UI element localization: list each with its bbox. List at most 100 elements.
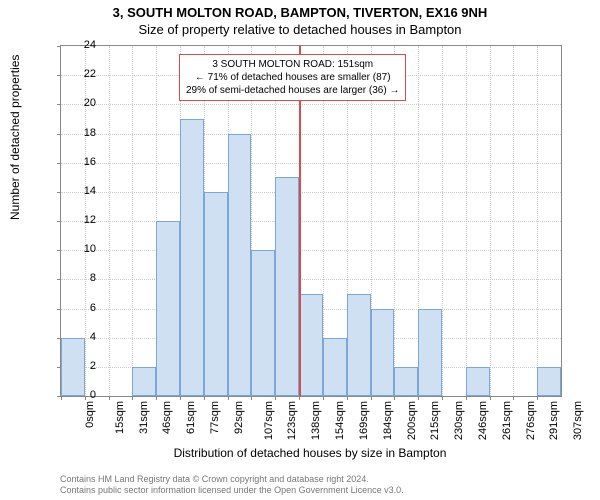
histogram-bar	[156, 221, 180, 396]
x-tick-label: 276sqm	[525, 401, 537, 440]
y-tick-label: 8	[90, 272, 96, 284]
x-tick-label: 138sqm	[310, 401, 322, 440]
histogram-bar	[204, 192, 228, 396]
x-tick-mark	[394, 396, 395, 400]
x-tick-mark	[132, 396, 133, 400]
y-tick-mark	[57, 75, 61, 76]
x-tick-mark	[537, 396, 538, 400]
y-tick-mark	[57, 134, 61, 135]
y-tick-label: 12	[84, 214, 96, 226]
chart-title-line2: Size of property relative to detached ho…	[0, 20, 600, 37]
y-tick-label: 18	[84, 127, 96, 139]
histogram-bar	[323, 338, 347, 396]
y-tick-mark	[57, 309, 61, 310]
histogram-bar	[394, 367, 418, 396]
histogram-bar	[251, 250, 275, 396]
x-tick-label: 46sqm	[161, 401, 173, 434]
x-tick-mark	[61, 396, 62, 400]
histogram-bar	[347, 294, 371, 396]
gridline-h	[61, 250, 561, 251]
x-tick-label: 246sqm	[477, 401, 489, 440]
footer-line-2: Contains public sector information licen…	[60, 485, 560, 496]
y-tick-mark	[57, 104, 61, 105]
x-tick-label: 92sqm	[233, 401, 245, 434]
x-tick-label: 123sqm	[287, 401, 299, 440]
x-tick-label: 15sqm	[114, 401, 126, 434]
gridline-h	[61, 221, 561, 222]
gridline-v	[132, 46, 133, 396]
gridline-v	[513, 46, 514, 396]
x-tick-mark	[371, 396, 372, 400]
y-tick-label: 0	[90, 389, 96, 401]
x-tick-label: 261sqm	[501, 401, 513, 440]
annotation-line-2: ← 71% of detached houses are smaller (87…	[186, 71, 399, 84]
x-tick-mark	[323, 396, 324, 400]
histogram-bar	[299, 294, 323, 396]
gridline-v	[490, 46, 491, 396]
x-axis-label: Distribution of detached houses by size …	[60, 446, 560, 460]
x-tick-mark	[85, 396, 86, 400]
x-tick-label: 184sqm	[382, 401, 394, 440]
y-tick-mark	[57, 250, 61, 251]
x-tick-mark	[490, 396, 491, 400]
chart-container: 3, SOUTH MOLTON ROAD, BAMPTON, TIVERTON,…	[0, 0, 600, 500]
x-tick-label: 0sqm	[84, 401, 96, 428]
gridline-h	[61, 163, 561, 164]
x-tick-label: 230sqm	[453, 401, 465, 440]
x-tick-mark	[180, 396, 181, 400]
histogram-bar	[418, 309, 442, 397]
y-tick-mark	[57, 192, 61, 193]
gridline-v	[442, 46, 443, 396]
x-tick-label: 200sqm	[406, 401, 418, 440]
y-tick-label: 24	[84, 39, 96, 51]
x-tick-mark	[275, 396, 276, 400]
histogram-bar	[275, 177, 299, 396]
y-tick-label: 10	[84, 243, 96, 255]
gridline-v	[537, 46, 538, 396]
chart-footer: Contains HM Land Registry data © Crown c…	[60, 474, 560, 496]
histogram-bar	[466, 367, 490, 396]
gridline-v	[109, 46, 110, 396]
x-tick-label: 61sqm	[185, 401, 197, 434]
x-tick-mark	[228, 396, 229, 400]
x-tick-mark	[156, 396, 157, 400]
y-tick-mark	[57, 221, 61, 222]
histogram-bar	[228, 134, 252, 397]
x-tick-mark	[204, 396, 205, 400]
x-tick-mark	[109, 396, 110, 400]
gridline-h	[61, 279, 561, 280]
x-tick-mark	[251, 396, 252, 400]
histogram-bar	[537, 367, 561, 396]
x-tick-mark	[418, 396, 419, 400]
x-tick-mark	[347, 396, 348, 400]
x-tick-label: 77sqm	[209, 401, 221, 434]
y-tick-label: 20	[84, 97, 96, 109]
y-tick-label: 2	[90, 360, 96, 372]
x-tick-label: 307sqm	[572, 401, 584, 440]
chart-title-line1: 3, SOUTH MOLTON ROAD, BAMPTON, TIVERTON,…	[0, 0, 600, 20]
y-tick-label: 4	[90, 331, 96, 343]
y-tick-label: 22	[84, 68, 96, 80]
histogram-bar	[132, 367, 156, 396]
marker-annotation: 3 SOUTH MOLTON ROAD: 151sqm ← 71% of det…	[179, 54, 406, 101]
y-tick-label: 14	[84, 185, 96, 197]
histogram-bar	[371, 309, 395, 397]
x-tick-mark	[513, 396, 514, 400]
histogram-bar	[180, 119, 204, 396]
gridline-h	[61, 104, 561, 105]
y-tick-mark	[57, 279, 61, 280]
x-tick-label: 31sqm	[138, 401, 150, 434]
footer-line-1: Contains HM Land Registry data © Crown c…	[60, 474, 560, 485]
gridline-h	[61, 192, 561, 193]
gridline-v	[466, 46, 467, 396]
y-tick-label: 16	[84, 156, 96, 168]
x-tick-label: 169sqm	[358, 401, 370, 440]
x-tick-mark	[466, 396, 467, 400]
x-tick-label: 291sqm	[549, 401, 561, 440]
histogram-bar	[61, 338, 85, 396]
x-tick-label: 154sqm	[334, 401, 346, 440]
chart-plot-area: 3 SOUTH MOLTON ROAD: 151sqm ← 71% of det…	[60, 45, 562, 397]
x-tick-mark	[442, 396, 443, 400]
annotation-line-3: 29% of semi-detached houses are larger (…	[186, 84, 399, 97]
annotation-line-1: 3 SOUTH MOLTON ROAD: 151sqm	[186, 58, 399, 71]
